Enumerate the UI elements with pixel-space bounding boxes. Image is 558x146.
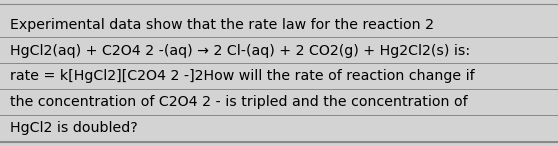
Text: the concentration of C2O4 2 - is tripled and the concentration of: the concentration of C2O4 2 - is tripled… (10, 95, 468, 110)
Text: Experimental data show that the rate law for the reaction 2: Experimental data show that the rate law… (10, 18, 434, 32)
Text: HgCl2 is doubled?: HgCl2 is doubled? (10, 121, 138, 135)
Text: HgCl2(aq) + C2O4 2 -(aq) → 2 Cl-(aq) + 2 CO2(g) + Hg2Cl2(s) is:: HgCl2(aq) + C2O4 2 -(aq) → 2 Cl-(aq) + 2… (10, 44, 470, 58)
Text: rate = k[HgCl2][C2O4 2 -]2How will the rate of reaction change if: rate = k[HgCl2][C2O4 2 -]2How will the r… (10, 69, 475, 84)
